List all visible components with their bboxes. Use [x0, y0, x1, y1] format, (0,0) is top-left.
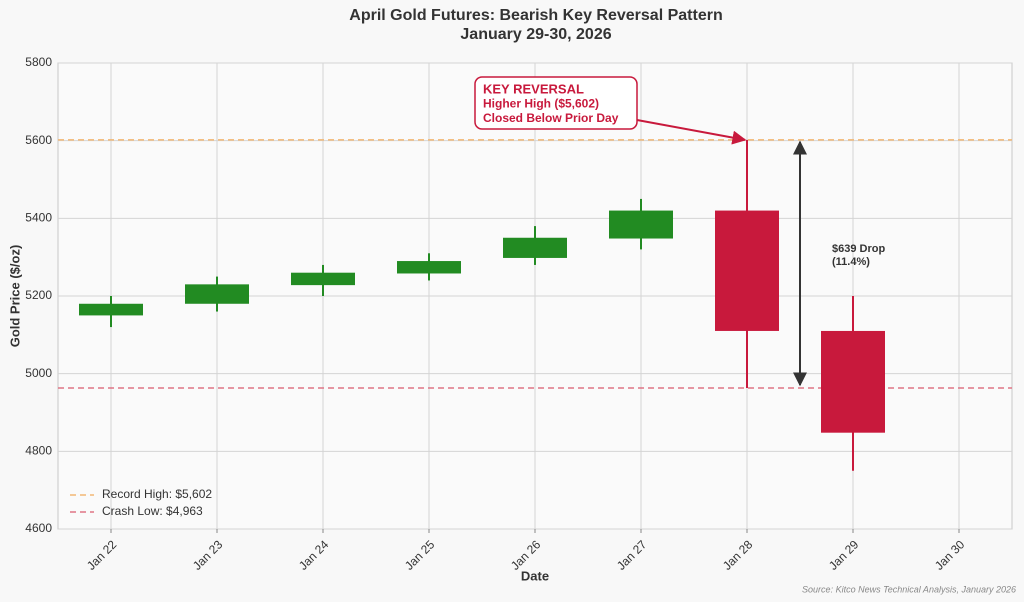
- y-tick-label: 4800: [25, 444, 52, 458]
- candle-body: [609, 210, 673, 239]
- chart-title: April Gold Futures: Bearish Key Reversal…: [349, 7, 722, 24]
- y-tick-label: 5000: [25, 366, 52, 380]
- annotation-arrow: [636, 119, 747, 145]
- x-tick-label: Jan 23: [190, 537, 226, 573]
- drop-text: (11.4%): [832, 256, 870, 268]
- candle-body: [503, 237, 567, 258]
- x-tick-label: Jan 29: [826, 537, 862, 573]
- candle-body: [185, 284, 249, 304]
- candle-body: [79, 303, 143, 316]
- annotation-text: Closed Below Prior Day: [483, 111, 619, 125]
- annotation-box: [474, 76, 638, 130]
- x-tick-label: Jan 25: [402, 537, 438, 573]
- x-tick-label: Jan 30: [932, 537, 968, 573]
- legend-label: Crash Low: $4,963: [102, 504, 203, 518]
- source-note: Source: Kitco News Technical Analysis, J…: [802, 584, 1016, 594]
- candle-body: [821, 330, 885, 433]
- annotation-text: KEY REVERSAL: [483, 81, 584, 96]
- y-tick-label: 5600: [25, 133, 52, 147]
- drop-text: $639 Drop: [832, 243, 885, 255]
- candle-body: [291, 272, 355, 286]
- x-tick-label: Jan 22: [84, 537, 120, 573]
- x-axis-label: Date: [521, 568, 549, 583]
- candle-body: [715, 210, 779, 331]
- x-tick-label: Jan 28: [720, 537, 756, 573]
- y-tick-label: 4600: [25, 521, 52, 535]
- y-tick-label: 5200: [25, 288, 52, 302]
- annotation-text: Higher High ($5,602): [483, 97, 599, 111]
- chart-subtitle: January 29-30, 2026: [460, 26, 611, 43]
- y-tick-label: 5800: [25, 55, 52, 69]
- y-tick-label: 5400: [25, 211, 52, 225]
- x-tick-label: Jan 27: [614, 537, 650, 573]
- y-axis-label: Gold Price ($/oz): [7, 245, 22, 348]
- candle-body: [397, 261, 461, 274]
- x-tick-label: Jan 24: [296, 537, 332, 573]
- legend-label: Record High: $5,602: [102, 487, 212, 501]
